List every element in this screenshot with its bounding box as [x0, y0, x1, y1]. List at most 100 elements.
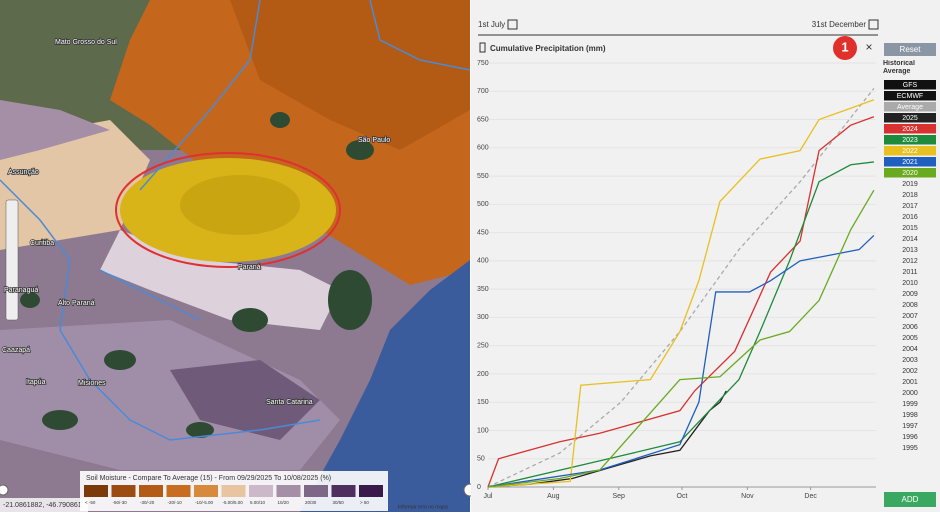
legend-button-label[interactable]: 2011 — [902, 269, 917, 276]
coordinates: -21.0861882, -46.790861 — [3, 502, 82, 509]
marker — [833, 36, 857, 60]
y-tick-label: 0 — [477, 484, 481, 491]
legend-button-label[interactable]: 2009 — [902, 291, 918, 298]
legend-swatch — [194, 485, 218, 497]
y-tick-label: 700 — [477, 88, 489, 95]
legend-title: Historical Average — [883, 60, 915, 75]
legend-button-label[interactable]: 1996 — [902, 434, 918, 441]
legend-button[interactable] — [884, 124, 936, 134]
map-legend-title: Soil Moisture - Compare To Average (15) … — [86, 475, 331, 482]
legend-button-label[interactable]: 2019 — [902, 181, 918, 188]
legend-button-label[interactable]: 2025 — [902, 115, 918, 122]
legend-title-box: Historical Average — [883, 60, 915, 75]
legend-swatch — [139, 485, 163, 497]
y-tick-label: 250 — [477, 343, 489, 350]
x-tick-label: Jul — [484, 493, 493, 500]
legend-button-label[interactable]: 1997 — [902, 423, 918, 430]
legend-button-label[interactable]: 1999 — [902, 401, 918, 408]
legend-swatch — [221, 485, 246, 497]
place-label: Caazapá — [2, 347, 30, 354]
legend-label: 5.00/10 — [250, 500, 266, 505]
legend-button-label[interactable]: ECMWF — [897, 93, 923, 100]
place-label: Paraná — [238, 264, 261, 271]
y-tick-label: 100 — [477, 427, 489, 434]
reset-button[interactable] — [884, 43, 936, 56]
legend-button[interactable] — [884, 91, 936, 101]
legend-label: < -50 — [85, 500, 96, 505]
legend-button-label[interactable]: 2016 — [902, 214, 918, 221]
legend-label: -30/-20 — [140, 500, 155, 505]
legend-button-label[interactable]: 2022 — [902, 148, 918, 155]
legend-button-label[interactable]: Average — [897, 104, 923, 111]
series-line — [487, 88, 875, 488]
legend-button-label[interactable]: 2008 — [902, 302, 918, 309]
start-date[interactable]: 1st July — [478, 20, 505, 29]
y-tick-label: 750 — [477, 60, 489, 67]
place-label: Alto Paraná — [58, 300, 95, 307]
legend-button[interactable] — [884, 168, 936, 178]
legend-button-label[interactable]: 2007 — [902, 313, 918, 320]
legend-button-label[interactable]: 2021 — [902, 159, 918, 166]
y-tick-label: 150 — [477, 399, 489, 406]
close-button[interactable]: × — [865, 40, 872, 54]
legend-button-label[interactable]: GFS — [903, 82, 918, 89]
legend-button-label[interactable]: 2000 — [902, 390, 918, 397]
y-tick-label: 350 — [477, 286, 489, 293]
legend-swatch — [276, 485, 301, 497]
legend-button-label[interactable]: 2010 — [902, 280, 918, 287]
legend-button-label[interactable]: 2012 — [902, 258, 918, 265]
legend-button-label[interactable]: 2004 — [902, 346, 918, 353]
series-line — [487, 189, 875, 488]
legend-button-label[interactable]: 2017 — [902, 203, 918, 210]
add-button[interactable] — [884, 492, 936, 507]
legend-swatch — [84, 485, 108, 497]
legend-button[interactable] — [884, 146, 936, 156]
legend-button-label[interactable]: 2006 — [902, 324, 918, 331]
legend-button-label[interactable]: 2003 — [902, 357, 918, 364]
legend-button-label[interactable]: 2014 — [902, 236, 918, 243]
legend-button-label[interactable]: 2015 — [902, 225, 918, 232]
legend-button-label[interactable]: 1995 — [902, 445, 918, 452]
map[interactable] — [0, 0, 477, 512]
map-legend-items: < -50 -50/-30 -30/-20 -20/-10 -10/-5.00 -5.00… — [84, 485, 383, 505]
chart-title: Cumulative Precipitation (mm) — [490, 44, 606, 53]
series-line — [487, 116, 875, 488]
place-label: São Paulo — [358, 137, 390, 144]
legend-button-label[interactable]: 2023 — [902, 137, 918, 144]
legend-button[interactable] — [884, 80, 936, 90]
legend-swatch — [331, 485, 356, 497]
legend-button-label[interactable]: 2020 — [902, 170, 918, 177]
legend-label: -5.00/5.00 — [223, 500, 244, 505]
place-label: Assunção — [8, 169, 39, 176]
x-tick-label: Dec — [804, 493, 817, 500]
plot: 0 50 100 150 200 250 300 350 400 450 500 550 600 650 7… — [477, 60, 936, 500]
series-line — [487, 99, 875, 488]
legend-button-label[interactable]: 2005 — [902, 335, 918, 342]
legend-label: > 50 — [360, 500, 369, 505]
legend-swatch — [359, 485, 383, 497]
add-label[interactable]: ADD — [902, 495, 919, 504]
reset-label[interactable]: Reset — [900, 45, 922, 54]
legend-swatch — [111, 485, 136, 497]
legend-button[interactable] — [884, 113, 936, 123]
y-tick-label: 500 — [477, 201, 489, 208]
y-tick-label: 450 — [477, 229, 489, 236]
legend-button[interactable] — [884, 102, 936, 112]
x-tick-label: Sep — [613, 493, 626, 500]
series-line — [487, 161, 874, 488]
place-label: Santa Catarina — [266, 399, 313, 406]
attribution-link[interactable]: Informar erro no mapa — [398, 504, 448, 510]
end-date[interactable]: 31st December — [812, 20, 867, 29]
legend-button[interactable] — [884, 157, 936, 167]
y-tick-label: 600 — [477, 145, 489, 152]
legend-button-label[interactable]: 2002 — [902, 368, 918, 375]
x-tick-label: Oct — [677, 493, 688, 500]
legend-button-label[interactable]: 2024 — [902, 126, 918, 133]
legend-button-label[interactable]: 2018 — [902, 192, 918, 199]
y-tick-label: 650 — [477, 116, 489, 123]
legend-button-label[interactable]: 2013 — [902, 247, 918, 254]
legend-button-label[interactable]: 2001 — [902, 379, 918, 386]
legend-button-label[interactable]: 1998 — [902, 412, 918, 419]
legend-button[interactable] — [884, 135, 936, 145]
